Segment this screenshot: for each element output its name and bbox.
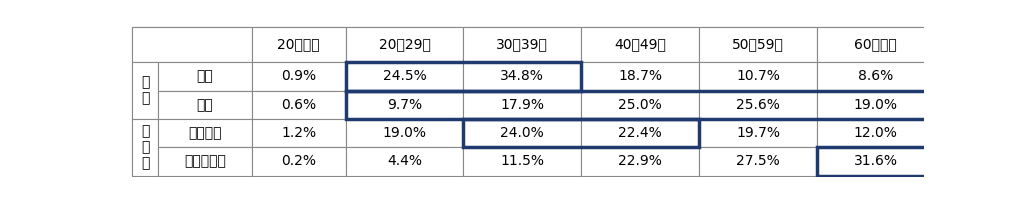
Bar — [699, 27, 816, 62]
Text: 女性: 女性 — [196, 98, 214, 112]
Bar — [699, 147, 816, 176]
Text: 11.5%: 11.5% — [500, 154, 544, 168]
Bar — [132, 62, 158, 119]
Text: 8.6%: 8.6% — [859, 69, 893, 83]
Bar — [581, 147, 699, 176]
Text: 19.7%: 19.7% — [736, 126, 779, 140]
Bar — [346, 62, 581, 91]
Text: 男性: 男性 — [196, 69, 214, 83]
Bar — [699, 62, 816, 91]
Bar — [463, 119, 581, 147]
Text: 4.4%: 4.4% — [387, 154, 422, 168]
Bar — [252, 27, 346, 62]
Bar — [132, 119, 158, 176]
Bar — [463, 27, 581, 62]
Text: 22.4%: 22.4% — [618, 126, 662, 140]
Bar — [463, 119, 699, 147]
Bar — [816, 62, 935, 91]
Bar — [252, 119, 346, 147]
Text: 27.5%: 27.5% — [736, 154, 779, 168]
Text: 1.2%: 1.2% — [281, 126, 316, 140]
Bar — [581, 62, 699, 91]
Text: 40〜49歳: 40〜49歳 — [614, 38, 667, 52]
Text: 介護職員: 介護職員 — [188, 126, 222, 140]
Text: 12.0%: 12.0% — [853, 126, 898, 140]
Bar — [816, 91, 935, 119]
Bar — [816, 147, 935, 176]
Bar — [346, 91, 935, 119]
Bar — [463, 62, 581, 91]
Text: 31.6%: 31.6% — [853, 154, 898, 168]
Bar — [581, 119, 699, 147]
Bar — [158, 91, 252, 119]
Text: 20〜29歳: 20〜29歳 — [379, 38, 430, 52]
Bar — [158, 62, 252, 91]
Text: 19.0%: 19.0% — [383, 126, 426, 140]
Text: 18.7%: 18.7% — [618, 69, 662, 83]
Text: 24.5%: 24.5% — [383, 69, 426, 83]
Bar — [463, 147, 581, 176]
Bar — [252, 147, 346, 176]
Bar — [699, 91, 816, 119]
Text: 17.9%: 17.9% — [500, 98, 544, 112]
Bar — [816, 27, 935, 62]
Text: 19.0%: 19.0% — [853, 98, 898, 112]
Text: 0.9%: 0.9% — [281, 69, 316, 83]
Bar — [816, 147, 935, 176]
Bar — [252, 62, 346, 91]
Text: 訪問介護員: 訪問介護員 — [184, 154, 226, 168]
Text: 60歳以上: 60歳以上 — [854, 38, 898, 52]
Bar — [132, 27, 252, 62]
Text: 25.6%: 25.6% — [736, 98, 779, 112]
Text: 10.7%: 10.7% — [736, 69, 779, 83]
Bar — [463, 91, 581, 119]
Text: 職
種
別: 職 種 別 — [141, 124, 149, 170]
Bar — [346, 62, 463, 91]
Bar — [699, 119, 816, 147]
Text: 20歳未満: 20歳未満 — [277, 38, 320, 52]
Text: 34.8%: 34.8% — [500, 69, 544, 83]
Text: 9.7%: 9.7% — [387, 98, 422, 112]
Bar — [158, 147, 252, 176]
Bar — [581, 27, 699, 62]
Bar — [816, 119, 935, 147]
Text: 22.9%: 22.9% — [618, 154, 662, 168]
Bar — [346, 147, 463, 176]
Text: 25.0%: 25.0% — [618, 98, 662, 112]
Text: 0.6%: 0.6% — [281, 98, 316, 112]
Text: 性
別: 性 別 — [141, 75, 149, 106]
Bar — [346, 91, 463, 119]
Bar — [581, 91, 699, 119]
Bar — [252, 91, 346, 119]
Text: 24.0%: 24.0% — [500, 126, 544, 140]
Bar — [158, 119, 252, 147]
Text: 50〜59歳: 50〜59歳 — [732, 38, 784, 52]
Text: 30〜39歳: 30〜39歳 — [496, 38, 548, 52]
Text: 0.2%: 0.2% — [281, 154, 316, 168]
Bar — [346, 119, 463, 147]
Bar — [346, 27, 463, 62]
